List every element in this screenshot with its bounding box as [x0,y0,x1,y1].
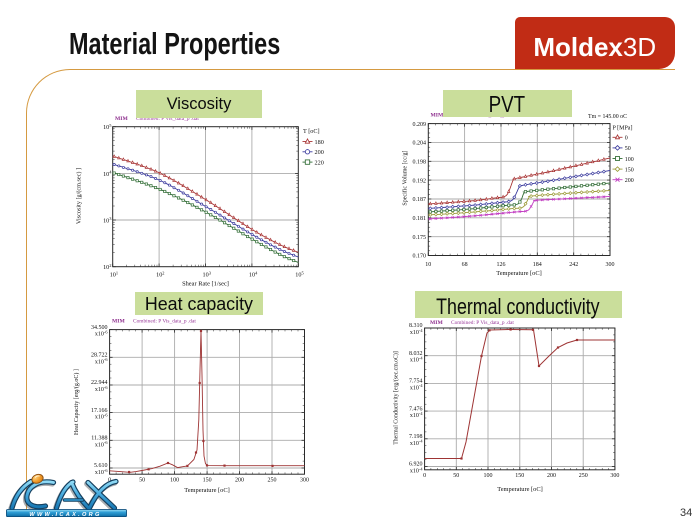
svg-text:Tm = 145.00 oC: Tm = 145.00 oC [588,114,627,120]
svg-text:0: 0 [108,478,111,484]
svg-text:8.310: 8.310 [409,323,423,329]
svg-text:220: 220 [315,159,324,166]
svg-text:200: 200 [235,478,244,484]
svg-text:Combined: P Vis_data_p .da: Combined: P Vis_data_p .dat [451,320,514,326]
svg-text:126: 126 [497,262,506,268]
svg-text:101: 101 [110,270,118,278]
svg-text:200: 200 [547,473,556,479]
svg-text:MIM: MIM [115,116,128,122]
svg-text:7.198: 7.198 [409,434,423,440]
svg-text:100: 100 [170,478,179,484]
svg-text:250: 250 [268,478,277,484]
svg-text:100: 100 [484,473,493,479]
svg-text:0.175: 0.175 [413,235,427,241]
svg-text:17.166: 17.166 [91,408,108,414]
svg-text:5.610: 5.610 [94,463,108,469]
svg-text:x10-4: x10-4 [410,439,423,447]
svg-text:x10-6: x10-6 [95,440,108,448]
svg-text:T [oC]: T [oC] [303,128,320,135]
svg-text:10: 10 [425,262,431,268]
svg-text:50: 50 [453,473,459,479]
svg-text:x10-6: x10-6 [95,385,108,393]
svg-text:8.032: 8.032 [409,351,423,357]
svg-text:Viscosity [g/(cm.sec) ]: Viscosity [g/(cm.sec) ] [76,168,83,224]
svg-text:x10-6: x10-6 [95,412,108,420]
svg-text:0.209: 0.209 [413,122,427,128]
svg-text:28.722: 28.722 [91,353,108,359]
svg-text:Heat Capacity [erg/(g.oC) ]: Heat Capacity [erg/(g.oC) ] [73,369,80,435]
svg-text:MIM: MIM [430,320,443,326]
svg-text:180: 180 [315,139,324,146]
svg-text:0.187: 0.187 [413,197,427,203]
svg-text:200: 200 [315,149,324,156]
svg-text:150: 150 [515,473,524,479]
svg-text:Combined: P Vis_data_p .da: Combined: P Vis_data_p .dat [136,116,199,122]
svg-text:6.920: 6.920 [409,462,423,468]
svg-text:105: 105 [295,270,304,278]
svg-text:0.204: 0.204 [413,141,427,147]
svg-text:Temperature [oC]: Temperature [oC] [184,487,230,494]
svg-text:102: 102 [156,270,164,278]
svg-text:x10-6: x10-6 [95,468,108,476]
svg-text:150: 150 [203,478,212,484]
svg-text:250: 250 [579,473,588,479]
svg-text:103: 103 [203,270,212,278]
svg-text:103: 103 [103,216,112,224]
svg-text:300: 300 [300,478,309,484]
svg-text:x10-4: x10-4 [410,466,423,474]
svg-text:100: 100 [625,157,634,163]
svg-text:104: 104 [103,170,112,178]
svg-text:0.198: 0.198 [413,160,427,166]
svg-text:x10-4: x10-4 [410,383,423,391]
svg-text:Temperature [oC]: Temperature [oC] [496,270,542,277]
svg-text:MIM: MIM [431,113,444,119]
svg-text:x10-6: x10-6 [95,357,108,365]
svg-text:x10-4: x10-4 [410,411,423,419]
svg-text:Combined: P Vis_data_p .da: Combined: P Vis_data_p .dat [133,319,196,325]
svg-text:0.170: 0.170 [413,254,427,260]
svg-text:105: 105 [103,123,112,131]
svg-text:x10-4: x10-4 [410,328,423,336]
svg-text:7.754: 7.754 [409,379,423,385]
svg-text:50: 50 [139,478,145,484]
svg-text:200: 200 [625,178,634,184]
svg-text:7.476: 7.476 [409,406,423,412]
svg-text:Temperature [oC]: Temperature [oC] [497,486,543,493]
svg-text:34.500: 34.500 [91,325,108,331]
svg-text:104: 104 [249,270,258,278]
svg-text:x10-6: x10-6 [95,329,108,337]
svg-text:22.944: 22.944 [91,380,108,386]
svg-text:P [MPa]: P [MPa] [613,125,633,131]
svg-text:184: 184 [533,262,542,268]
svg-text:50: 50 [625,146,631,152]
svg-text:68: 68 [462,262,468,268]
svg-text:MIM: MIM [112,319,125,325]
svg-text:150: 150 [625,167,634,173]
svg-text:102: 102 [103,263,111,271]
svg-text:x10-4: x10-4 [410,356,423,364]
svg-text:0.181: 0.181 [413,216,427,222]
svg-text:Shear Rate [1/sec]: Shear Rate [1/sec] [182,281,229,288]
svg-text:11.388: 11.388 [91,436,107,442]
svg-text:Thermal Conductivity [erg/(sec: Thermal Conductivity [erg/(sec.cm.oC)] [393,351,400,445]
svg-text:WWW.ICAX.ORG: WWW.ICAX.ORG [29,512,101,518]
svg-text:0.192: 0.192 [413,178,427,184]
svg-text:0: 0 [625,136,628,142]
svg-text:300: 300 [606,262,615,268]
svg-text:242: 242 [569,262,578,268]
svg-text:Specific Volume [cc/g]: Specific Volume [cc/g] [402,150,409,205]
svg-text:0: 0 [423,473,426,479]
svg-text:300: 300 [610,473,619,479]
